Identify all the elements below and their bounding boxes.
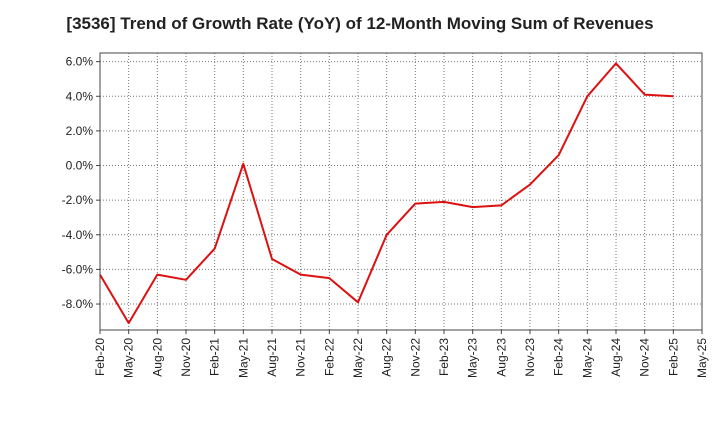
x-axis-ticks: Feb-20 May-20 Aug-20 Nov-20 Feb-21 May-21 Aug-… [93, 330, 709, 378]
x-tick-label: May-25 [695, 338, 709, 378]
y-tick-label: 2.0% [66, 124, 94, 138]
x-tick-label: May-22 [351, 338, 365, 378]
x-tick-label: Feb-24 [552, 338, 566, 376]
x-tick-label: Feb-22 [322, 338, 336, 376]
plot-frame [99, 52, 703, 331]
y-tick-label: -2.0% [62, 193, 94, 207]
series-layer [99, 62, 674, 325]
x-tick-label: Nov-23 [523, 338, 537, 377]
grid-lines [100, 53, 702, 330]
y-tick-label: -6.0% [62, 262, 94, 276]
x-tick-label: May-20 [122, 338, 136, 378]
y-tick-label: -4.0% [62, 228, 94, 242]
x-tick-label: May-21 [236, 338, 250, 378]
x-tick-label: Feb-21 [208, 338, 222, 376]
x-tick-label: Nov-22 [408, 338, 422, 377]
x-tick-label: Nov-24 [638, 338, 652, 377]
x-tick-label: Nov-21 [294, 338, 308, 377]
y-tick-label: 4.0% [66, 89, 94, 103]
y-tick-label: 6.0% [66, 55, 94, 69]
x-tick-label: Feb-20 [93, 338, 107, 376]
x-tick-label: Aug-21 [265, 338, 279, 377]
x-tick-label: Aug-22 [380, 338, 394, 377]
x-tick-label: Aug-23 [494, 338, 508, 377]
y-tick-label: -8.0% [62, 297, 94, 311]
x-tick-label: May-23 [466, 338, 480, 378]
y-axis-ticks: 6.0% 4.0% 2.0% 0.0% -2.0% -4.0% -6.0% -8.0% [62, 55, 100, 311]
x-tick-label: Aug-24 [609, 338, 623, 377]
x-tick-label: Feb-23 [437, 338, 451, 376]
y-tick-label: 0.0% [66, 159, 94, 173]
x-tick-label: May-24 [580, 338, 594, 378]
x-tick-label: Nov-20 [179, 338, 193, 377]
x-tick-label: Aug-20 [150, 338, 164, 377]
x-tick-label: Feb-25 [666, 338, 680, 376]
chart-title: [3536] Trend of Growth Rate (YoY) of 12-… [66, 14, 654, 33]
series-line [99, 62, 674, 325]
